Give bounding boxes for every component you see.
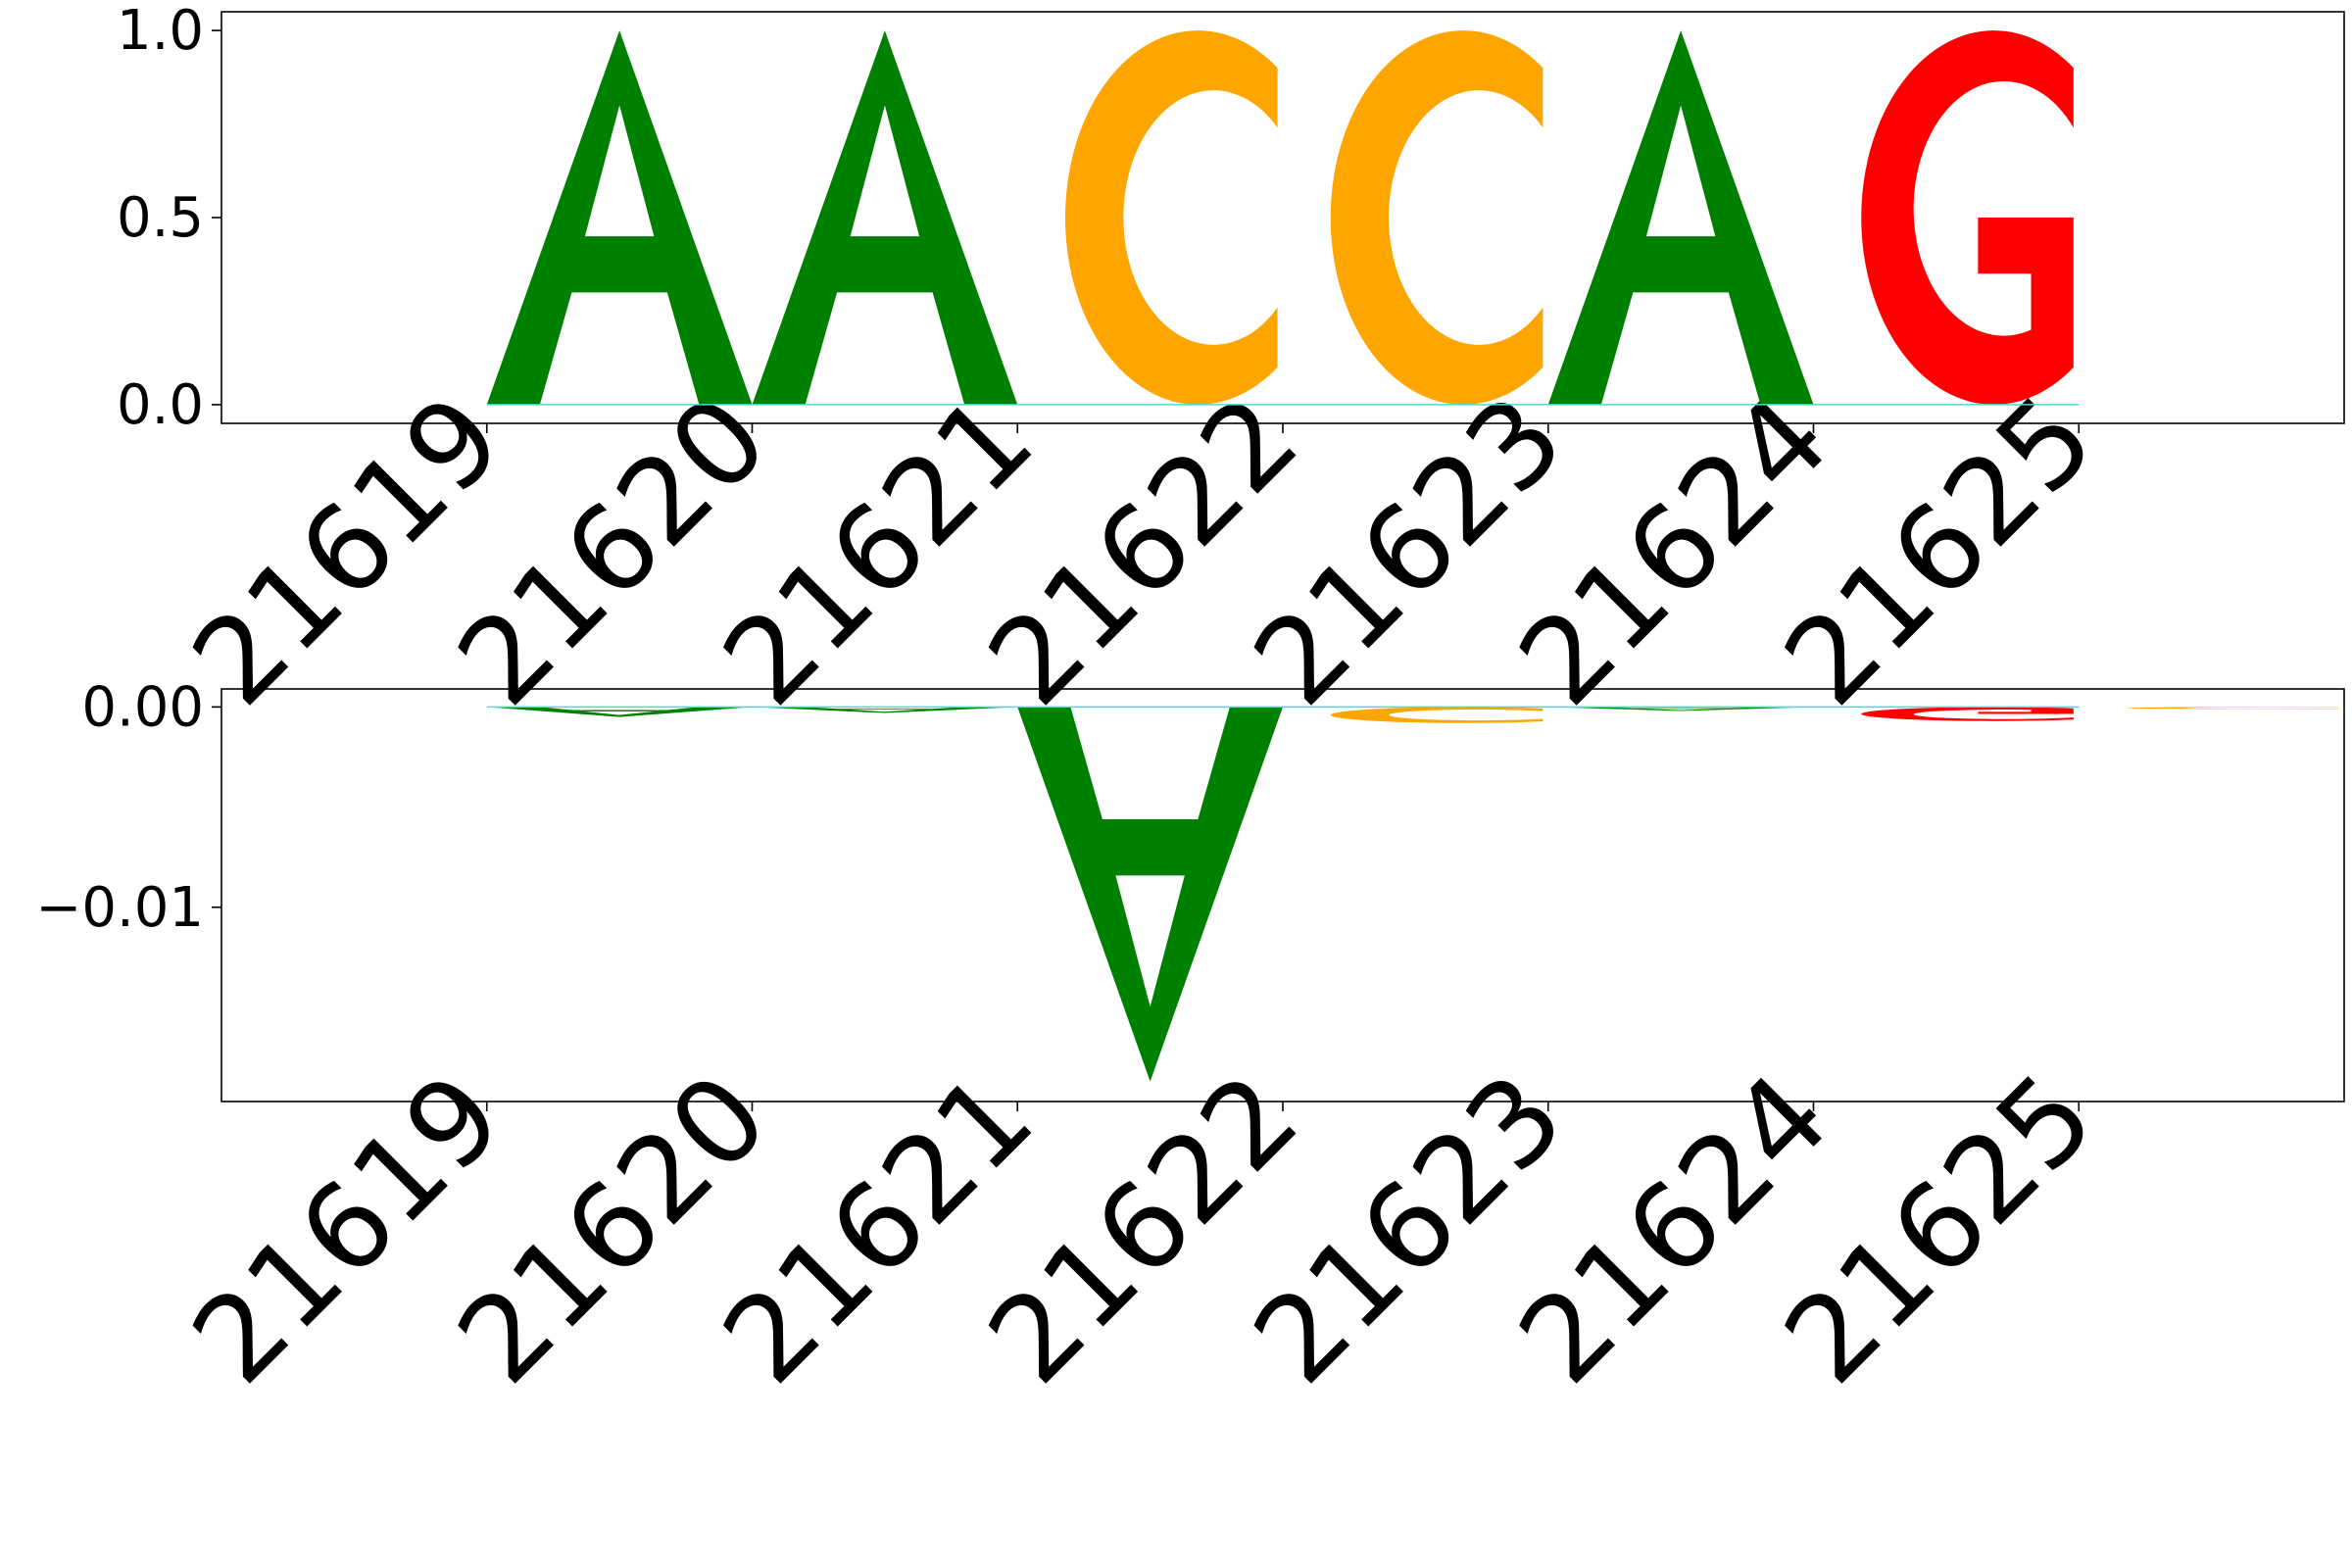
logo-letter-g [1861, 707, 2074, 721]
plot-frame [220, 688, 2345, 1102]
logo-letter-c [1330, 30, 1544, 405]
y-tick-label: −0.01 [35, 876, 204, 940]
logo-panel-bottom: 0.00−0.012161921620216212162221623216242… [35, 675, 2345, 1409]
y-tick-label: 0.00 [81, 675, 204, 739]
y-tick-label: 0.0 [117, 373, 204, 437]
y-tick-label: 1.0 [117, 0, 204, 63]
logo-letter-a [752, 707, 1018, 713]
y-tick-label: 0.5 [117, 186, 204, 250]
logo-letter-a [486, 30, 753, 405]
logo-letter-c [2126, 707, 2339, 710]
logo-letter-c [1064, 30, 1278, 405]
logo-letter-a [486, 707, 753, 717]
logo-letter-a [752, 30, 1018, 405]
logo-letter-a [1017, 707, 1283, 1082]
logo-letter-g [1861, 30, 2074, 405]
logo-letter-a [1547, 30, 1814, 405]
logo-panel-top: 0.00.51.02161921620216212162221623216242… [117, 0, 2345, 731]
logo-letter-a [1547, 707, 1814, 711]
logo-letter-c [1330, 707, 1544, 723]
